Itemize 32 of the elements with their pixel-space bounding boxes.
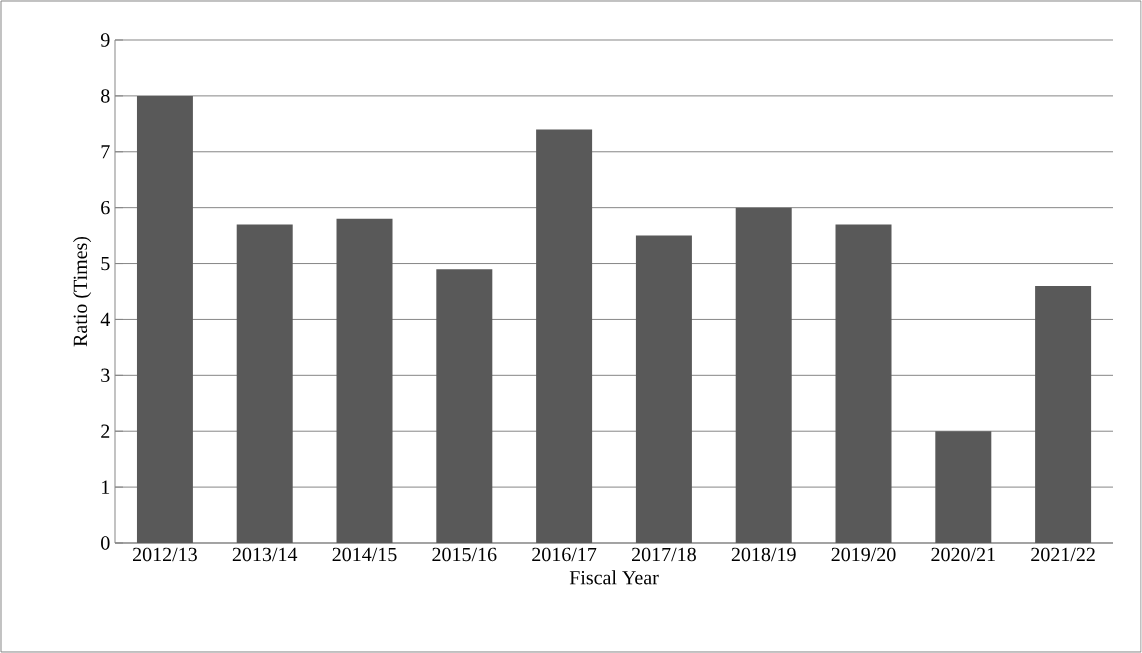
y-tick-label: 4 (100, 312, 110, 327)
bar (1035, 285, 1092, 543)
x-tick-label: 2016/17 (532, 547, 597, 562)
x-tick-label: 2012/13 (133, 547, 197, 562)
bar (436, 269, 493, 543)
x-tick-label: 2015/16 (432, 547, 497, 562)
y-axis-title: Ratio (Times) (73, 236, 92, 347)
x-tick-label: 2020/21 (931, 547, 995, 562)
x-tick-label: 2017/18 (632, 547, 696, 562)
y-tick-label: 8 (101, 89, 110, 103)
y-tick-label: 2 (101, 424, 110, 438)
bar (835, 224, 892, 543)
x-axis-title: Fiscal Year (569, 570, 659, 585)
y-tick-label: 3 (101, 368, 110, 383)
bar (236, 224, 293, 543)
bar (336, 218, 393, 543)
x-tick-label: 2021/22 (1031, 547, 1095, 562)
bar (536, 129, 593, 543)
y-tick-label: 1 (102, 480, 110, 494)
y-tick-label: 9 (100, 33, 110, 47)
x-tick-label: 2019/20 (831, 547, 896, 562)
x-tick-label: 2013/14 (232, 547, 298, 562)
bar (136, 95, 193, 543)
y-tick-label: 6 (101, 200, 110, 215)
y-tick-label: 7 (101, 145, 110, 159)
y-tick-label: 5 (101, 256, 110, 271)
y-tick-label: 0 (101, 536, 110, 550)
bar (935, 431, 992, 543)
x-tick-label: 2018/19 (731, 547, 796, 562)
bar (635, 235, 692, 543)
x-tick-label: 2014/15 (332, 547, 397, 562)
bar (735, 207, 792, 543)
